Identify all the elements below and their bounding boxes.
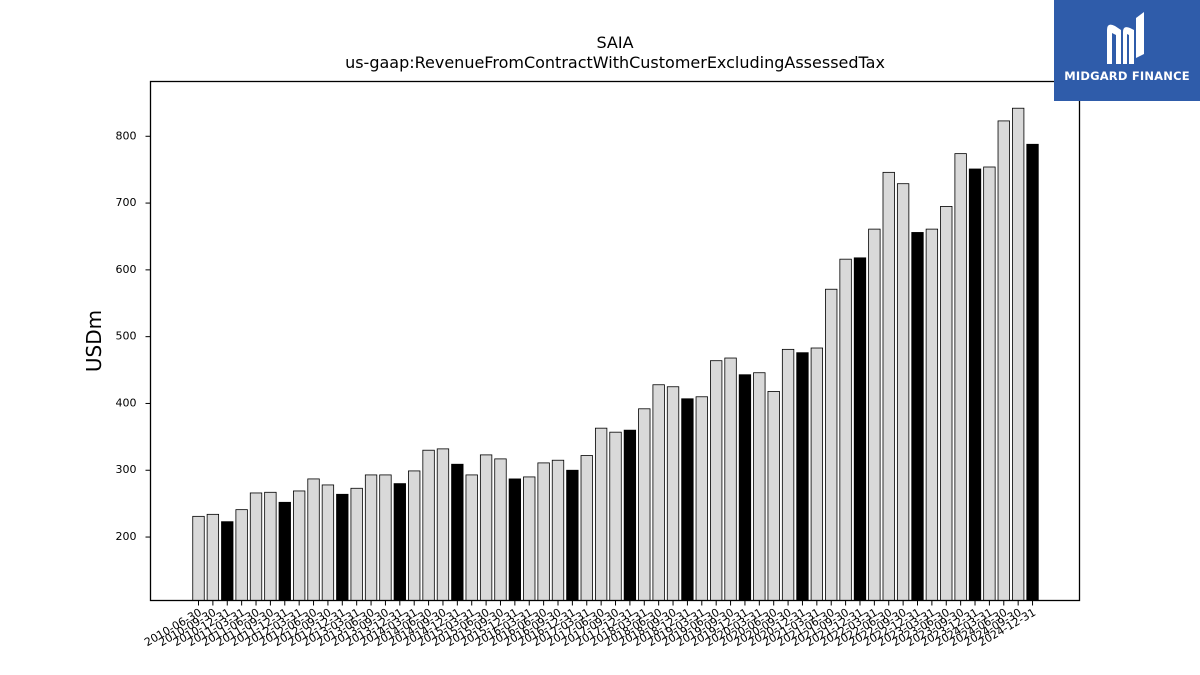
bar-2020-09-30 <box>781 348 795 601</box>
bar-2014-09-30 <box>436 448 450 601</box>
bar-2019-09-30 <box>724 357 737 601</box>
brand-logo-text: MIDGARD FINANCE <box>1064 69 1190 83</box>
bar-2022-12-31 <box>911 232 924 601</box>
bar-2016-03-31 <box>523 476 536 601</box>
bar-2023-03-31 <box>925 228 939 601</box>
bar-2024-09-30 <box>1012 107 1025 601</box>
bar-2013-06-30 <box>364 474 378 601</box>
bar-2018-12-31 <box>681 398 694 601</box>
y-tick-label: 800 <box>116 129 137 142</box>
bar-2017-03-31 <box>580 455 593 601</box>
bar-2020-03-31 <box>753 372 766 601</box>
bar-2017-09-30 <box>609 431 622 601</box>
bar-2019-03-31 <box>695 396 708 601</box>
bar-2011-03-31 <box>235 509 248 601</box>
x-axis-ticks: 2010-06-302010-09-302010-12-312011-03-31… <box>142 600 1038 649</box>
bar-2023-06-30 <box>940 206 953 601</box>
bar-2020-12-31 <box>796 352 809 601</box>
bar-2011-06-30 <box>249 492 263 601</box>
bar-2019-06-30 <box>710 360 723 601</box>
bar-2024-03-31 <box>983 166 996 601</box>
bar-2013-09-30 <box>379 474 392 601</box>
bar-2023-12-31 <box>968 168 982 601</box>
bar-2010-12-31 <box>221 521 234 601</box>
bar-2016-06-30 <box>537 462 550 601</box>
y-tick-label: 700 <box>116 196 137 209</box>
bar-2020-06-30 <box>767 391 780 601</box>
chart-subtitle: us-gaap:RevenueFromContractWithCustomerE… <box>345 53 885 72</box>
bar-2015-06-30 <box>479 454 493 601</box>
brand-logo: MIDGARD FINANCE <box>1054 0 1200 101</box>
bar-2010-06-30 <box>192 515 205 601</box>
y-axis-label: USDm <box>82 310 106 372</box>
y-tick-label: 300 <box>116 463 137 476</box>
y-tick-label: 400 <box>116 396 137 409</box>
bar-2018-09-30 <box>666 386 680 601</box>
bar-2018-03-31 <box>638 408 651 601</box>
bar-2024-12-31 <box>1026 143 1039 601</box>
midgard-logo-icon <box>1107 12 1144 65</box>
bar-2021-06-30 <box>825 288 838 601</box>
bar-2019-12-31 <box>738 374 752 601</box>
bar-2015-12-31 <box>508 478 522 601</box>
bar-2012-06-30 <box>307 478 320 601</box>
bars-group <box>192 107 1039 601</box>
chart-title: SAIA <box>596 33 633 52</box>
bar-2022-06-30 <box>882 171 895 601</box>
bar-2012-09-30 <box>321 484 335 601</box>
bar-2024-06-30 <box>997 120 1010 601</box>
bar-2016-09-30 <box>551 459 565 601</box>
bar-2017-12-31 <box>623 429 637 601</box>
bar-2016-12-31 <box>566 469 579 601</box>
bar-2018-06-30 <box>652 384 665 601</box>
bar-2012-12-31 <box>336 493 349 601</box>
y-axis-ticks: 200 300 400 500 600 700 800 <box>116 129 151 543</box>
bar-2011-12-31 <box>278 501 291 601</box>
bar-2022-09-30 <box>896 183 910 601</box>
y-tick-label: 600 <box>116 263 137 276</box>
bar-2014-12-31 <box>451 463 464 601</box>
bar-2015-09-30 <box>494 458 507 601</box>
bar-2021-09-30 <box>839 258 852 601</box>
bar-2014-03-31 <box>408 470 421 601</box>
bar-2021-12-31 <box>853 257 867 601</box>
plot-frame <box>149 80 1081 602</box>
bar-2012-03-31 <box>293 490 306 601</box>
y-tick-label: 500 <box>116 330 137 343</box>
bar-2013-03-31 <box>350 487 363 601</box>
bar-2013-12-31 <box>393 483 406 601</box>
bar-2014-06-30 <box>422 449 435 601</box>
bar-2017-06-30 <box>594 427 608 601</box>
bar-2011-09-30 <box>264 491 277 601</box>
bar-2023-09-30 <box>954 153 967 601</box>
bar-2022-03-31 <box>868 228 881 601</box>
y-tick-label: 200 <box>116 530 137 543</box>
bar-2021-03-31 <box>810 347 823 601</box>
bar-2010-09-30 <box>206 513 220 601</box>
bar-2015-03-31 <box>465 474 478 601</box>
